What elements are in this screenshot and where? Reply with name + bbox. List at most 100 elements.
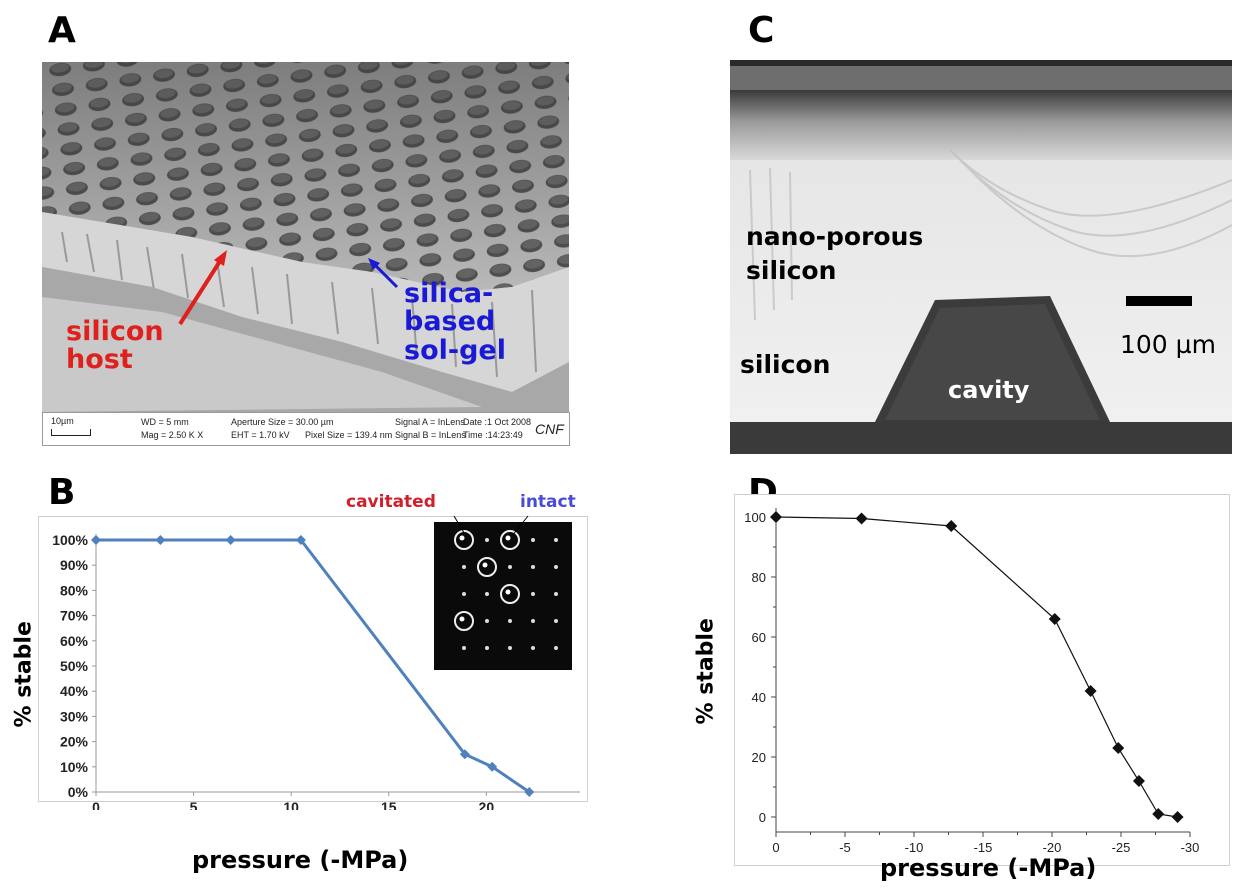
sem-time: Time :14:23:49 bbox=[463, 430, 523, 440]
chart-b-xtick-label: 10 bbox=[283, 799, 299, 810]
sem-wd: WD = 5 mm bbox=[141, 417, 189, 427]
chart-d-xtick-label: -20 bbox=[1043, 840, 1062, 855]
droplet-highlight bbox=[505, 535, 511, 541]
intact-droplet bbox=[485, 619, 489, 623]
sem-mag: Mag = 2.50 K X bbox=[141, 430, 204, 440]
chart-d-series-line bbox=[775, 516, 1178, 818]
chart-d-ytick-label: 0 bbox=[759, 810, 766, 825]
chart-b-ytick-label: 80% bbox=[60, 582, 89, 598]
sem-signal-b: Signal B = InLens bbox=[395, 430, 466, 440]
chart-b-point bbox=[487, 761, 498, 772]
chart-d-point bbox=[855, 512, 868, 525]
panel-c-letter: C bbox=[748, 10, 775, 51]
chart-b-point bbox=[295, 535, 306, 545]
chart-d-point bbox=[770, 511, 782, 523]
chart-b-point bbox=[524, 787, 535, 797]
cavitated-droplet bbox=[500, 530, 520, 550]
intact-droplet bbox=[531, 538, 535, 542]
intact-label: intact bbox=[520, 492, 576, 512]
chart-d-xtick-label: -30 bbox=[1181, 840, 1200, 855]
intact-droplet bbox=[508, 646, 512, 650]
sem-aperture: Aperture Size = 30.00 µm bbox=[231, 417, 334, 427]
chart-d-point bbox=[1171, 811, 1184, 823]
cavity-cross-section-drawing bbox=[730, 60, 1232, 454]
cavity-label: cavity bbox=[948, 376, 1030, 404]
scale-bar bbox=[1126, 296, 1192, 306]
silicon-host-label: silicon host bbox=[66, 316, 164, 376]
chart-b-ytick-label: 50% bbox=[60, 658, 89, 674]
chart-d-xtick-label: -5 bbox=[839, 840, 851, 855]
chart-d-ytick-label: 40 bbox=[752, 690, 766, 705]
nano-porous-silicon-label: nano-porous silicon bbox=[746, 222, 924, 285]
intact-droplet bbox=[554, 565, 558, 569]
chart-b-xtick-label: 15 bbox=[381, 799, 397, 810]
intact-droplet bbox=[485, 538, 489, 542]
chart-d-ytick-label: 80 bbox=[752, 570, 766, 585]
chart-b-ytick-label: 0% bbox=[68, 784, 89, 800]
chart-b-xtick-label: 0 bbox=[92, 799, 100, 810]
sem-info-bar: 10µm WD = 5 mm Mag = 2.50 K X Aperture S… bbox=[42, 412, 570, 446]
intact-droplet bbox=[554, 619, 558, 623]
chart-b-xtick-label: 20 bbox=[479, 799, 495, 810]
intact-droplet bbox=[531, 646, 535, 650]
chart-d-point bbox=[1084, 685, 1097, 697]
sem-signal-a: Signal A = InLens bbox=[395, 417, 465, 427]
sem-pixel-size: Pixel Size = 139.4 nm bbox=[305, 430, 393, 440]
chart-b-point bbox=[91, 535, 101, 545]
chart-d-point bbox=[1132, 775, 1145, 787]
sem-micrograph-drawing bbox=[42, 62, 569, 412]
chart-d-xtick-label: -25 bbox=[1112, 840, 1131, 855]
inset-droplet-array bbox=[454, 530, 558, 650]
chart-b-ytick-label: 10% bbox=[60, 759, 89, 775]
chart-d-svg: 0 20 40 60 80 100 0 -5 -10 -15 -20 -25 -30 bbox=[744, 508, 1200, 855]
annotation-arrows bbox=[178, 250, 399, 326]
chart-d-xtick-label: -10 bbox=[905, 840, 924, 855]
chart-b-ytick-label: 30% bbox=[60, 708, 89, 724]
chart-b-ytick-label: 100% bbox=[52, 532, 88, 548]
scalebar-label: 100 µm bbox=[1120, 330, 1216, 359]
chart-b-svg: 0% 10% 20% 30% 40% 50% 60% 70% 80% 90% 100% 0 5 10 15 2… bbox=[52, 532, 580, 810]
sem-date: Date :1 Oct 2008 bbox=[463, 417, 532, 427]
chart-d-ytick-label: 20 bbox=[752, 750, 766, 765]
intact-droplet bbox=[462, 592, 466, 596]
inset-image bbox=[434, 522, 572, 670]
chart-d-point bbox=[1112, 742, 1125, 754]
chart-b-ylabel: % stable bbox=[11, 621, 37, 728]
sem-logo: CNF bbox=[535, 421, 564, 437]
cavitated-droplet bbox=[454, 530, 474, 550]
chart-d-point bbox=[1152, 808, 1165, 820]
chart-b-ytick-label: 20% bbox=[60, 734, 89, 750]
cavitated-droplet bbox=[500, 584, 520, 604]
chart-d-point bbox=[945, 520, 958, 532]
chart-b-ytick-label: 40% bbox=[60, 683, 89, 699]
chart-d-ylabel: % stable bbox=[693, 618, 719, 725]
intact-droplet bbox=[531, 619, 535, 623]
sem-image-silicon-host bbox=[42, 62, 569, 412]
intact-droplet bbox=[554, 646, 558, 650]
chart-d-point bbox=[1048, 613, 1061, 625]
intact-droplet bbox=[462, 646, 466, 650]
chart-d-xtick-label: 0 bbox=[772, 840, 779, 855]
chart-b-point bbox=[225, 535, 236, 545]
sem-eht: EHT = 1.70 kV bbox=[231, 430, 290, 440]
droplet-highlight bbox=[482, 562, 488, 568]
chart-b-ytick-label: 60% bbox=[60, 633, 89, 649]
intact-droplet bbox=[462, 565, 466, 569]
silicon-label: silicon bbox=[740, 350, 831, 379]
cavitated-droplet bbox=[454, 611, 474, 631]
panel-a-letter: A bbox=[48, 10, 76, 51]
droplet-highlight bbox=[459, 535, 465, 541]
chart-d-xtick-label: -15 bbox=[974, 840, 993, 855]
chart-b-point bbox=[459, 749, 470, 760]
chart-b-xlabel: pressure (-MPa) bbox=[192, 846, 409, 874]
silica-solgel-label: silica- based sol-gel bbox=[404, 278, 506, 366]
cavitated-droplet bbox=[477, 557, 497, 577]
sem-scale-bar bbox=[51, 429, 91, 436]
droplet-highlight bbox=[459, 616, 465, 622]
cavitated-label: cavitated bbox=[346, 492, 436, 512]
chart-b-ytick-label: 70% bbox=[60, 608, 89, 624]
intact-droplet bbox=[485, 646, 489, 650]
chart-d-xlabel: pressure (-MPa) bbox=[880, 854, 1097, 882]
droplet-highlight bbox=[505, 589, 511, 595]
micrograph-cavity bbox=[730, 60, 1232, 454]
